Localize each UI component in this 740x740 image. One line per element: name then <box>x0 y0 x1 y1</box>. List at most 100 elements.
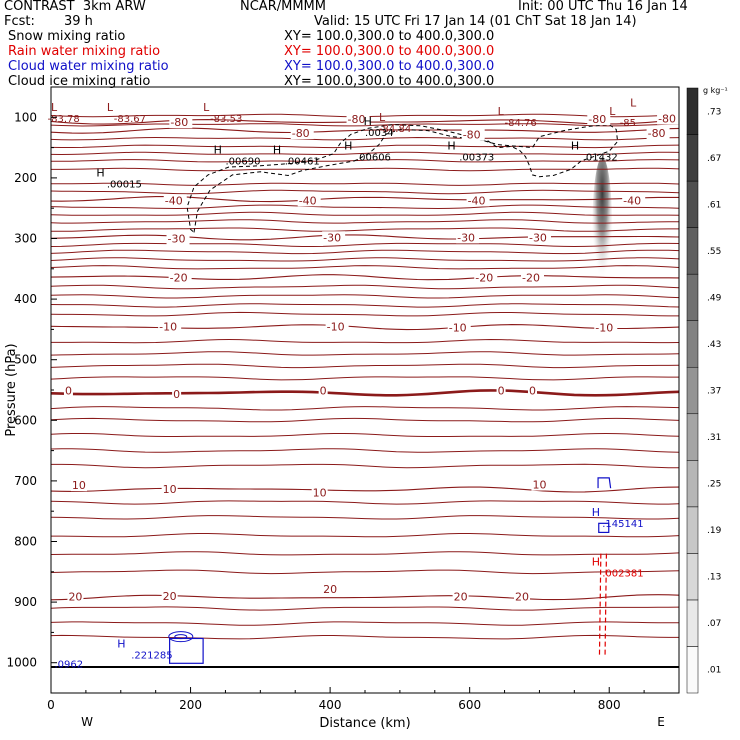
y-tick-label: 600 <box>14 413 37 427</box>
x-tick-label: 0 <box>47 698 55 712</box>
isotherm-label: 20 <box>68 591 82 604</box>
extremum-value: -83.67 <box>114 114 146 125</box>
colorbar-segment <box>686 134 699 182</box>
temperature-contour <box>51 432 679 437</box>
temperature-contour <box>51 242 679 248</box>
isotherm-label: -80 <box>348 113 366 126</box>
isotherm-label-bg <box>172 388 182 401</box>
isotherm-label: -20 <box>522 271 540 284</box>
isotherm-label-bg <box>461 128 485 141</box>
x-tick-label: 400 <box>319 698 342 712</box>
extremum-value: .145141 <box>602 519 643 530</box>
snow-mixing-ratio-shading <box>592 157 613 302</box>
temperature-contour <box>51 406 679 411</box>
isotherm-label-bg <box>290 127 314 140</box>
extremum-mark: H <box>117 638 125 651</box>
temperature-contour <box>51 500 679 505</box>
colorbar-segment <box>686 273 699 321</box>
isotherm--40 <box>51 196 679 203</box>
field-xy-cloud-water: XY= 100.0,300.0 to 400.0,300.0 <box>284 59 495 74</box>
extremum-mark: H <box>214 144 222 157</box>
temperature-contour <box>51 634 679 640</box>
isotherm-label: 0 <box>173 388 180 401</box>
isotherm-label-bg <box>452 590 469 603</box>
isotherm-label: -10 <box>327 320 345 333</box>
temperature-contour <box>51 227 679 232</box>
plot-frame <box>50 86 680 694</box>
extremum-value: -84.84 <box>379 124 411 135</box>
isotherm-label-bg <box>622 194 646 207</box>
y-tick-label: 200 <box>14 171 37 185</box>
temperature-contour <box>51 417 679 423</box>
isotherm-label: -30 <box>168 233 186 246</box>
isotherm-label-bg <box>163 194 187 207</box>
extremum-mark: L <box>107 101 114 114</box>
field-xy-snow: XY= 100.0,300.0 to 400.0,300.0 <box>284 29 495 44</box>
isotherm-label: -80 <box>463 128 481 141</box>
isotherm-label: 0 <box>529 385 536 398</box>
isotherm-label: 10 <box>532 479 546 492</box>
isotherm-label: -20 <box>475 271 493 284</box>
isotherm-label: -10 <box>595 322 613 335</box>
colorbar-segment <box>686 227 699 275</box>
extremum-value: -83.78 <box>48 114 80 125</box>
extremum-value: .00606 <box>356 152 391 163</box>
temperature-contour <box>51 189 679 195</box>
contour-layer <box>51 113 679 668</box>
isotherm-label: -30 <box>529 231 547 244</box>
extremum-mark: L <box>203 101 210 114</box>
colorbar-label: .49 <box>707 293 722 303</box>
colorbar-units: g kg⁻¹ <box>703 86 728 95</box>
field-xy-cloud-ice: XY= 100.0,300.0 to 400.0,300.0 <box>284 74 495 89</box>
extremum-value: .00461 <box>285 157 320 168</box>
colorbar-label: .13 <box>707 573 721 583</box>
y-tick-label: 400 <box>14 292 37 306</box>
colorbar-label: .37 <box>707 387 721 397</box>
temperature-contour <box>51 551 679 556</box>
extremum-value: .221285 <box>131 651 172 662</box>
y-axis-title: Pressure (hPa) <box>4 343 19 436</box>
x-tick-label: 800 <box>598 698 621 712</box>
isotherm-label-bg <box>514 590 531 603</box>
isotherm-label: -80 <box>658 113 676 126</box>
extremum-value: .00373 <box>459 152 494 163</box>
isotherm-label-bg <box>527 231 551 244</box>
temperature-contour <box>51 448 679 453</box>
isotherm-label: -20 <box>170 271 188 284</box>
y-tick-label: 500 <box>14 353 37 367</box>
isotherm-label-bg <box>657 112 681 125</box>
isotherm-label: -30 <box>323 231 341 244</box>
isotherm-label: -10 <box>449 322 467 335</box>
colorbar-segment <box>686 506 699 554</box>
isotherm-label-bg <box>318 384 328 397</box>
temperature-contour <box>51 182 679 186</box>
isotherm-label-bg <box>346 113 370 126</box>
isotherm-label-bg <box>325 320 349 333</box>
extremum-mark: L <box>51 101 58 114</box>
isotherm-10 <box>51 486 679 493</box>
cloud-water-contour-upper <box>597 477 612 489</box>
temperature-contour <box>51 219 679 224</box>
isotherm-label: -30 <box>457 231 475 244</box>
temperature-contour <box>51 211 679 216</box>
temperature-contour <box>51 159 679 163</box>
colorbar-label: .55 <box>707 247 721 257</box>
temperature-contour <box>51 257 679 262</box>
extremum-value: .00015 <box>107 180 142 191</box>
colorbar-segment <box>686 599 699 647</box>
isotherm-label-bg <box>527 384 537 397</box>
isotherm-label: -40 <box>165 194 183 207</box>
isotherm-label: 0 <box>320 385 327 398</box>
isotherm-20 <box>51 594 679 601</box>
isotherm-label: -40 <box>468 194 486 207</box>
isotherm-label: 20 <box>515 591 529 604</box>
colorbar-label: .73 <box>707 107 721 117</box>
colorbar-label: .61 <box>707 200 721 210</box>
isotherm-label-bg <box>311 486 328 499</box>
isotherm-label: 20 <box>163 590 177 603</box>
colorbar-label: .31 <box>707 433 721 443</box>
isotherm-label-bg <box>531 478 548 491</box>
isotherm-label: 10 <box>313 486 327 499</box>
isotherm-label-bg <box>447 321 471 334</box>
colorbar-segment <box>686 320 699 368</box>
